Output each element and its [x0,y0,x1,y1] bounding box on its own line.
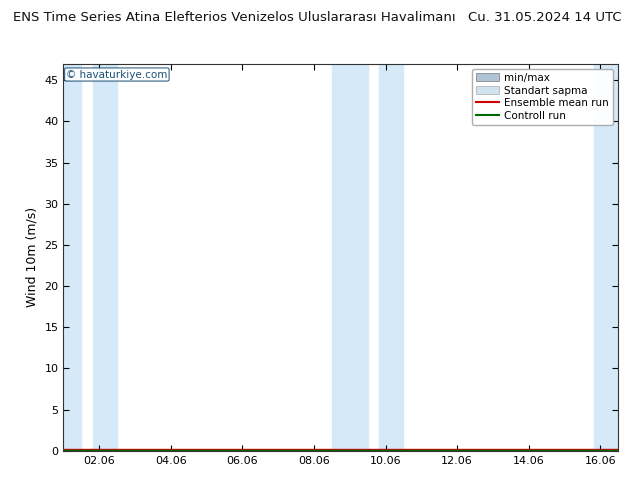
Bar [332,64,368,451]
Bar [93,64,117,451]
Bar [63,64,81,451]
Legend: min/max, Standart sapma, Ensemble mean run, Controll run: min/max, Standart sapma, Ensemble mean r… [472,69,613,125]
Text: © havaturkiye.com: © havaturkiye.com [66,70,167,79]
Y-axis label: Wind 10m (m/s): Wind 10m (m/s) [26,207,39,307]
Text: ENS Time Series Atina Elefterios Venizelos Uluslararası Havalimanı: ENS Time Series Atina Elefterios Venizel… [13,11,455,24]
Bar [379,64,403,451]
Text: Cu. 31.05.2024 14 UTC: Cu. 31.05.2024 14 UTC [468,11,621,24]
Bar [594,64,618,451]
